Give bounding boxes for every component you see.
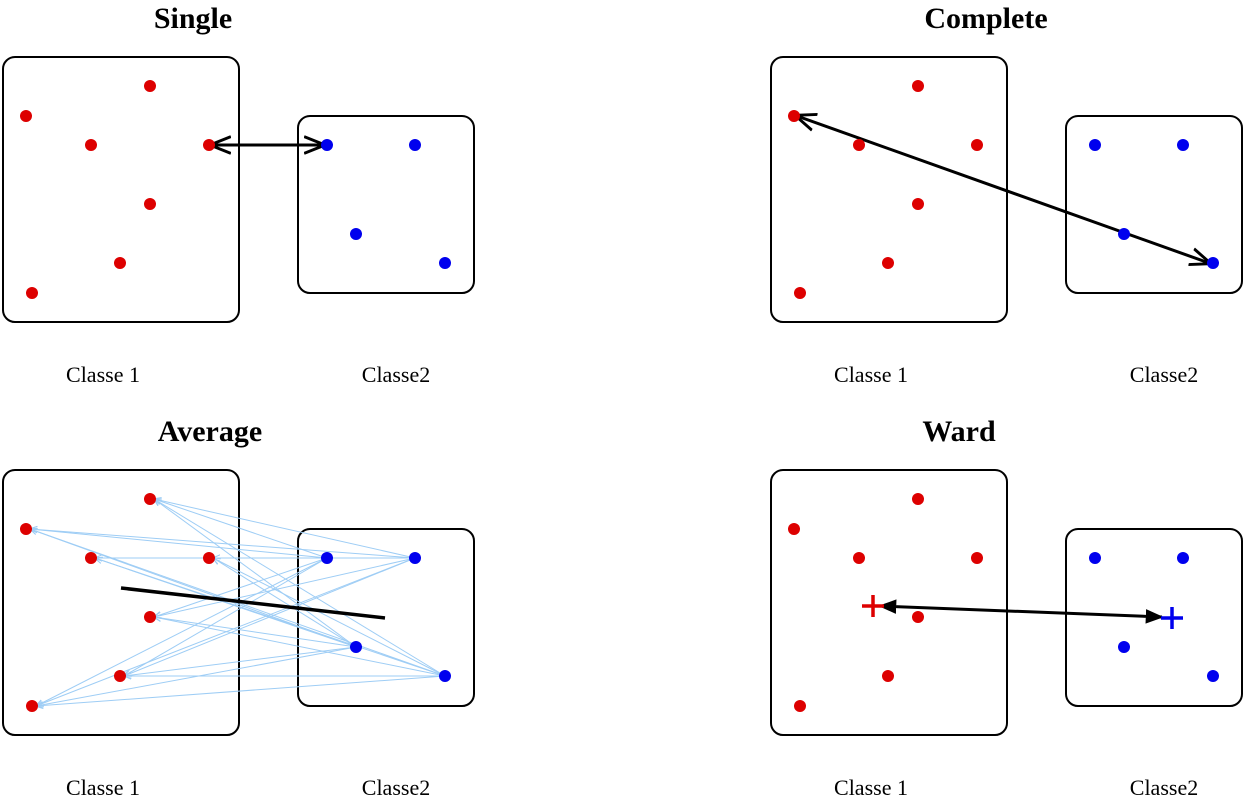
- average-pair-link: [154, 617, 357, 648]
- average-pair-link: [154, 499, 357, 648]
- class1-box: [2, 56, 240, 323]
- class1-point: [971, 552, 983, 564]
- class2-point: [321, 139, 333, 151]
- class1-point: [144, 493, 156, 505]
- panel-complete: Complete Classe 1 Classe2: [770, 2, 1243, 387]
- class2-label: Classe2: [1130, 775, 1198, 797]
- class2-point: [321, 552, 333, 564]
- class1-point: [26, 700, 38, 712]
- class2-point: [1177, 552, 1189, 564]
- class1-point: [20, 523, 32, 535]
- average-pair-link: [154, 499, 328, 559]
- class2-box: [297, 528, 475, 707]
- class1-label: Classe 1: [66, 362, 140, 387]
- class2-point: [1177, 139, 1189, 151]
- class1-point: [853, 139, 865, 151]
- class2-label: Classe2: [1130, 362, 1198, 387]
- class2-point: [1207, 257, 1219, 269]
- complete-link-arrow: [797, 116, 1209, 263]
- average-pair-link: [154, 617, 446, 677]
- average-pair-link: [124, 646, 357, 676]
- average-pair-link: [30, 529, 416, 559]
- class1-point: [912, 80, 924, 92]
- class2-point: [439, 257, 451, 269]
- average-pair-link: [124, 557, 416, 676]
- class1-label: Classe 1: [834, 775, 908, 797]
- class1-point: [788, 523, 800, 535]
- panel-ward: Ward Classe 1 Classe2: [770, 415, 1243, 797]
- class1-point: [971, 139, 983, 151]
- class2-point: [409, 552, 421, 564]
- class2-centroid-marker: [1161, 607, 1183, 629]
- class2-point: [1118, 228, 1130, 240]
- class1-centroid-marker: [862, 595, 884, 617]
- class1-label: Classe 1: [66, 775, 140, 797]
- class1-point: [853, 552, 865, 564]
- panel-average: Average Classe 1 Classe2: [2, 415, 475, 797]
- class2-point: [439, 670, 451, 682]
- class1-label: Classe 1: [834, 362, 908, 387]
- class2-point: [1089, 552, 1101, 564]
- class1-point: [912, 493, 924, 505]
- class1-point: [85, 552, 97, 564]
- class1-point: [203, 139, 215, 151]
- class2-point: [1089, 139, 1101, 151]
- class2-box: [297, 115, 475, 294]
- class1-point: [912, 611, 924, 623]
- class1-point: [114, 670, 126, 682]
- class2-label: Classe2: [362, 362, 430, 387]
- class1-point: [882, 257, 894, 269]
- average-pair-link: [213, 558, 446, 677]
- average-pair-link: [154, 557, 328, 617]
- class2-point: [1207, 670, 1219, 682]
- panel-title-average: Average: [158, 415, 262, 448]
- class1-point: [794, 700, 806, 712]
- class1-point: [788, 110, 800, 122]
- average-link-line: [120, 586, 386, 620]
- average-pair-link: [124, 557, 328, 676]
- average-pair-link: [213, 558, 357, 648]
- average-pair-link: [154, 499, 446, 677]
- average-pair-link: [30, 529, 328, 559]
- class1-point: [144, 611, 156, 623]
- panel-single: Single Classe 1 Classe2: [2, 2, 475, 387]
- class1-point: [20, 110, 32, 122]
- panel-title-ward: Ward: [922, 415, 996, 448]
- class1-point: [203, 552, 215, 564]
- ward-centroid-link: [878, 599, 1164, 624]
- class2-point: [350, 641, 362, 653]
- class2-point: [350, 228, 362, 240]
- class2-point: [1118, 641, 1130, 653]
- class1-point: [144, 80, 156, 92]
- class1-point: [912, 198, 924, 210]
- class1-point: [26, 287, 38, 299]
- class1-point: [144, 198, 156, 210]
- average-pair-link: [36, 646, 357, 706]
- class1-point: [114, 257, 126, 269]
- average-pair-link: [36, 557, 328, 706]
- class1-point: [882, 670, 894, 682]
- average-pair-link: [154, 557, 416, 617]
- class1-point: [85, 139, 97, 151]
- class1-box: [770, 469, 1008, 736]
- average-pair-link: [154, 499, 416, 559]
- class2-label: Classe2: [362, 775, 430, 797]
- average-pair-link: [36, 675, 446, 706]
- class1-box: [770, 56, 1008, 323]
- panel-title-single: Single: [154, 2, 232, 35]
- class2-point: [409, 139, 421, 151]
- panel-title-complete: Complete: [924, 2, 1047, 35]
- class1-point: [794, 287, 806, 299]
- average-pair-link: [36, 557, 416, 706]
